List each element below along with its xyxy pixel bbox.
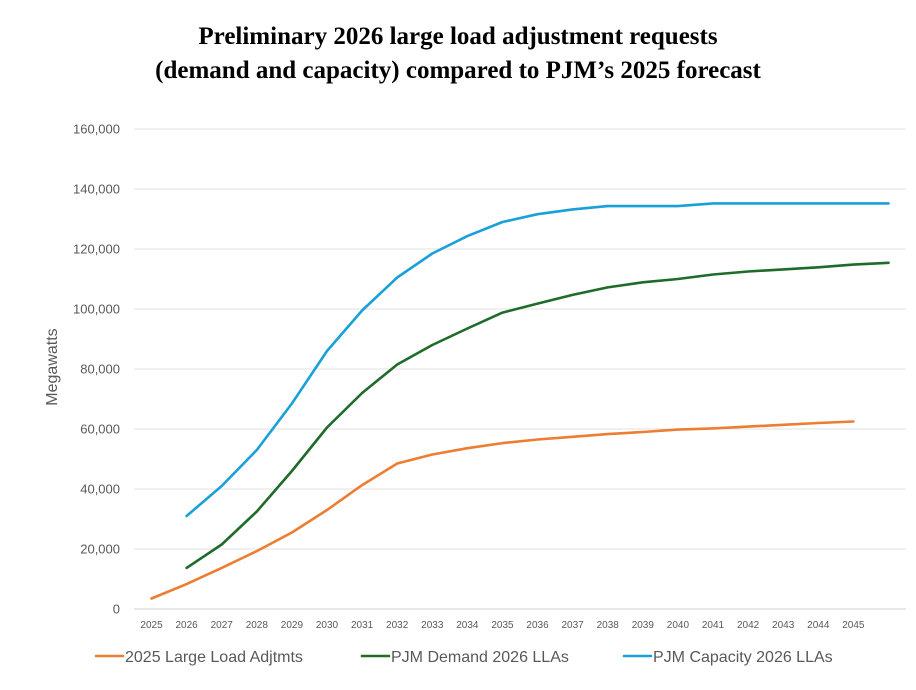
y-tick-label: 40,000: [80, 482, 120, 497]
y-tick-label: 60,000: [80, 422, 120, 437]
x-tick-label: 2025: [140, 620, 163, 631]
series-line-2025-large-load-adjtmts: [150, 420, 855, 600]
y-tick-label: 120,000: [73, 242, 120, 257]
x-tick-label: 2037: [562, 620, 585, 631]
x-tick-label: 2031: [351, 620, 374, 631]
x-tick-label: 2040: [667, 620, 690, 631]
chart-title: Preliminary 2026 large load adjustment r…: [0, 20, 916, 88]
x-tick-label: 2033: [421, 620, 444, 631]
x-tick-label: 2039: [632, 620, 655, 631]
y-tick-label: 0: [113, 602, 120, 617]
y-tick-label: 160,000: [73, 122, 120, 137]
gridlines: [134, 128, 906, 610]
x-tick-label: 2032: [386, 620, 409, 631]
x-tick-label: 2045: [842, 620, 865, 631]
y-tick-label: 100,000: [73, 302, 120, 317]
legend-label-2025-large-load-adjtmts: 2025 Large Load Adjtmts: [125, 649, 303, 666]
x-tick-label: 2034: [456, 620, 479, 631]
x-tick-label: 2026: [176, 620, 199, 631]
x-tick-label: 2042: [737, 620, 760, 631]
chart-title-line-2: (demand and capacity) compared to PJM’s …: [155, 57, 761, 84]
y-tick-label: 20,000: [80, 542, 120, 557]
y-tick-label: 80,000: [80, 362, 120, 377]
legend-label-pjm-capacity-2026-llas: PJM Capacity 2026 LLAs: [653, 649, 833, 666]
legend-label-pjm-demand-2026-llas: PJM Demand 2026 LLAs: [391, 649, 569, 666]
x-tick-label: 2036: [526, 620, 549, 631]
series-line-pjm-demand-2026-llas: [185, 261, 890, 570]
x-tick-label: 2038: [597, 620, 620, 631]
x-tick-label: 2043: [772, 620, 795, 631]
x-tick-label: 2044: [807, 620, 830, 631]
series-lines: [150, 202, 890, 600]
x-axis-ticks: 2025 2026 2027 2028 2029 2030 2031 2032 2033 2034…: [140, 620, 865, 631]
x-tick-label: 2028: [246, 620, 269, 631]
series-line-pjm-capacity-2026-llas: [185, 202, 890, 518]
legend: 2025 Large Load Adjtmts PJM Demand 2026 L…: [94, 649, 833, 666]
chart-title-line-1: Preliminary 2026 large load adjustment r…: [198, 23, 718, 50]
x-tick-label: 2027: [211, 620, 234, 631]
x-tick-label: 2029: [281, 620, 304, 631]
y-axis-label: Megawatts: [44, 328, 61, 405]
y-tick-label: 140,000: [73, 182, 120, 197]
x-tick-label: 2030: [316, 620, 339, 631]
y-axis-ticks: 0 20,000 40,000 60,000 80,000 100,000 120,000 1…: [73, 122, 120, 617]
x-tick-label: 2035: [491, 620, 514, 631]
x-tick-label: 2041: [702, 620, 725, 631]
